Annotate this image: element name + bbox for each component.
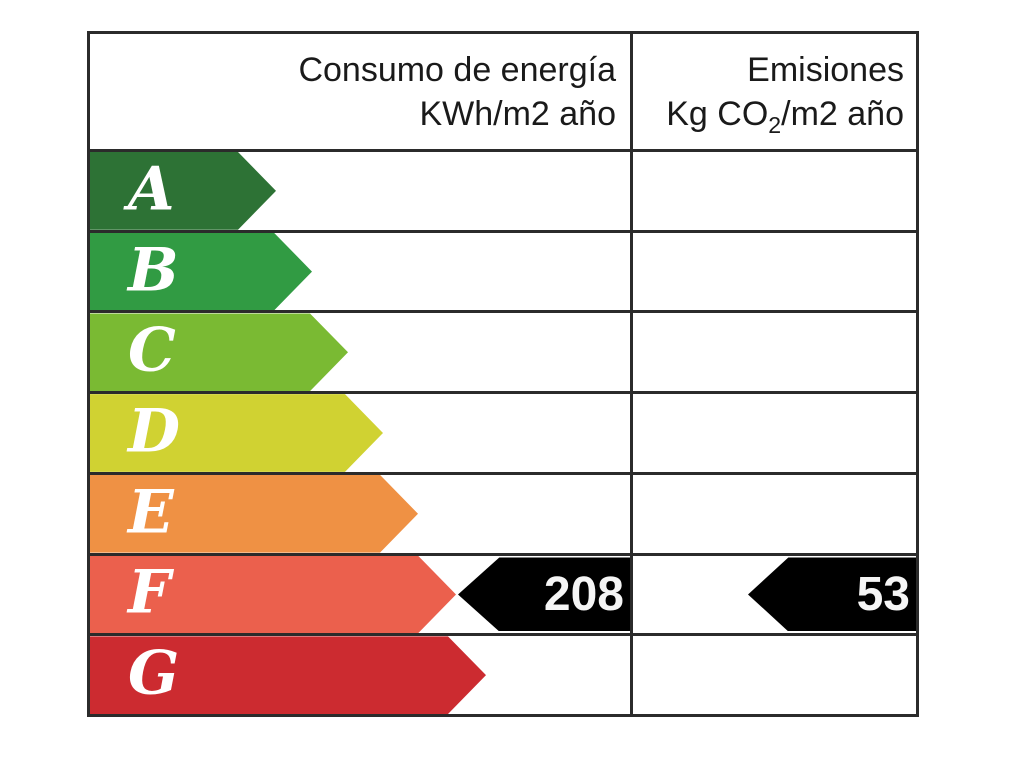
band-row-a: A — [90, 149, 916, 230]
band-row-e: E — [90, 471, 916, 553]
consumption-value: 208 — [543, 567, 624, 621]
emissions-value-arrow: 53 — [748, 557, 916, 632]
band-row-e-emissions-cell — [633, 475, 916, 553]
band-row-g-emissions-cell — [633, 636, 916, 714]
band-row-e-consumption-cell: E — [90, 474, 633, 553]
rating-rows: A B C — [90, 149, 916, 715]
table-header-row: Consumo de energía KWh/m2 año Emisiones … — [90, 34, 916, 149]
emissions-value: 53 — [856, 567, 910, 621]
band-row-b: B — [90, 229, 916, 311]
band-arrow-d: D — [90, 394, 383, 472]
consumption-value-arrow: 208 — [458, 557, 630, 632]
band-row-c: C — [90, 310, 916, 392]
band-row-d: D — [90, 391, 916, 472]
band-row-b-emissions-cell — [633, 233, 916, 311]
band-row-d-emissions-cell — [633, 394, 916, 472]
band-row-b-consumption-cell: B — [90, 232, 633, 311]
band-row-c-consumption-cell: C — [90, 313, 633, 392]
band-row-f-emissions-cell: 53 — [633, 556, 916, 634]
band-row-f-consumption-cell: F 208 — [90, 555, 633, 634]
band-arrow-a: A — [90, 152, 276, 230]
energy-rating-table: Consumo de energía KWh/m2 año Emisiones … — [87, 31, 919, 717]
emissions-header-line2: Kg CO2/m2 año — [666, 94, 904, 138]
band-letter-c: C — [128, 315, 176, 386]
band-letter-g: G — [128, 638, 180, 709]
band-row-d-consumption-cell: D — [90, 394, 633, 472]
band-row-c-emissions-cell — [633, 313, 916, 391]
band-arrow-e: E — [90, 475, 418, 553]
band-row-a-consumption-cell: A — [90, 152, 633, 230]
band-letter-a: A — [128, 154, 175, 225]
band-row-g-consumption-cell: G — [90, 636, 633, 715]
band-letter-d: D — [128, 396, 181, 467]
emissions-header: Emisiones Kg CO2/m2 año — [633, 34, 916, 149]
consumption-header-line1: Consumo de energía — [298, 50, 616, 89]
band-letter-f: F — [128, 558, 171, 629]
band-letter-e: E — [128, 477, 174, 548]
band-row-a-emissions-cell — [633, 152, 916, 230]
band-letter-b: B — [128, 235, 179, 306]
emissions-header-line1: Emisiones — [747, 50, 904, 89]
band-arrow-c: C — [90, 313, 348, 391]
consumption-header-line2: KWh/m2 año — [419, 94, 616, 133]
band-row-g: G — [90, 633, 916, 715]
band-arrow-f: F — [90, 556, 456, 634]
band-arrow-b: B — [90, 233, 312, 311]
consumption-header: Consumo de energía KWh/m2 año — [90, 34, 633, 149]
band-arrow-g: G — [90, 636, 486, 714]
band-row-f: F 208 53 — [90, 552, 916, 634]
